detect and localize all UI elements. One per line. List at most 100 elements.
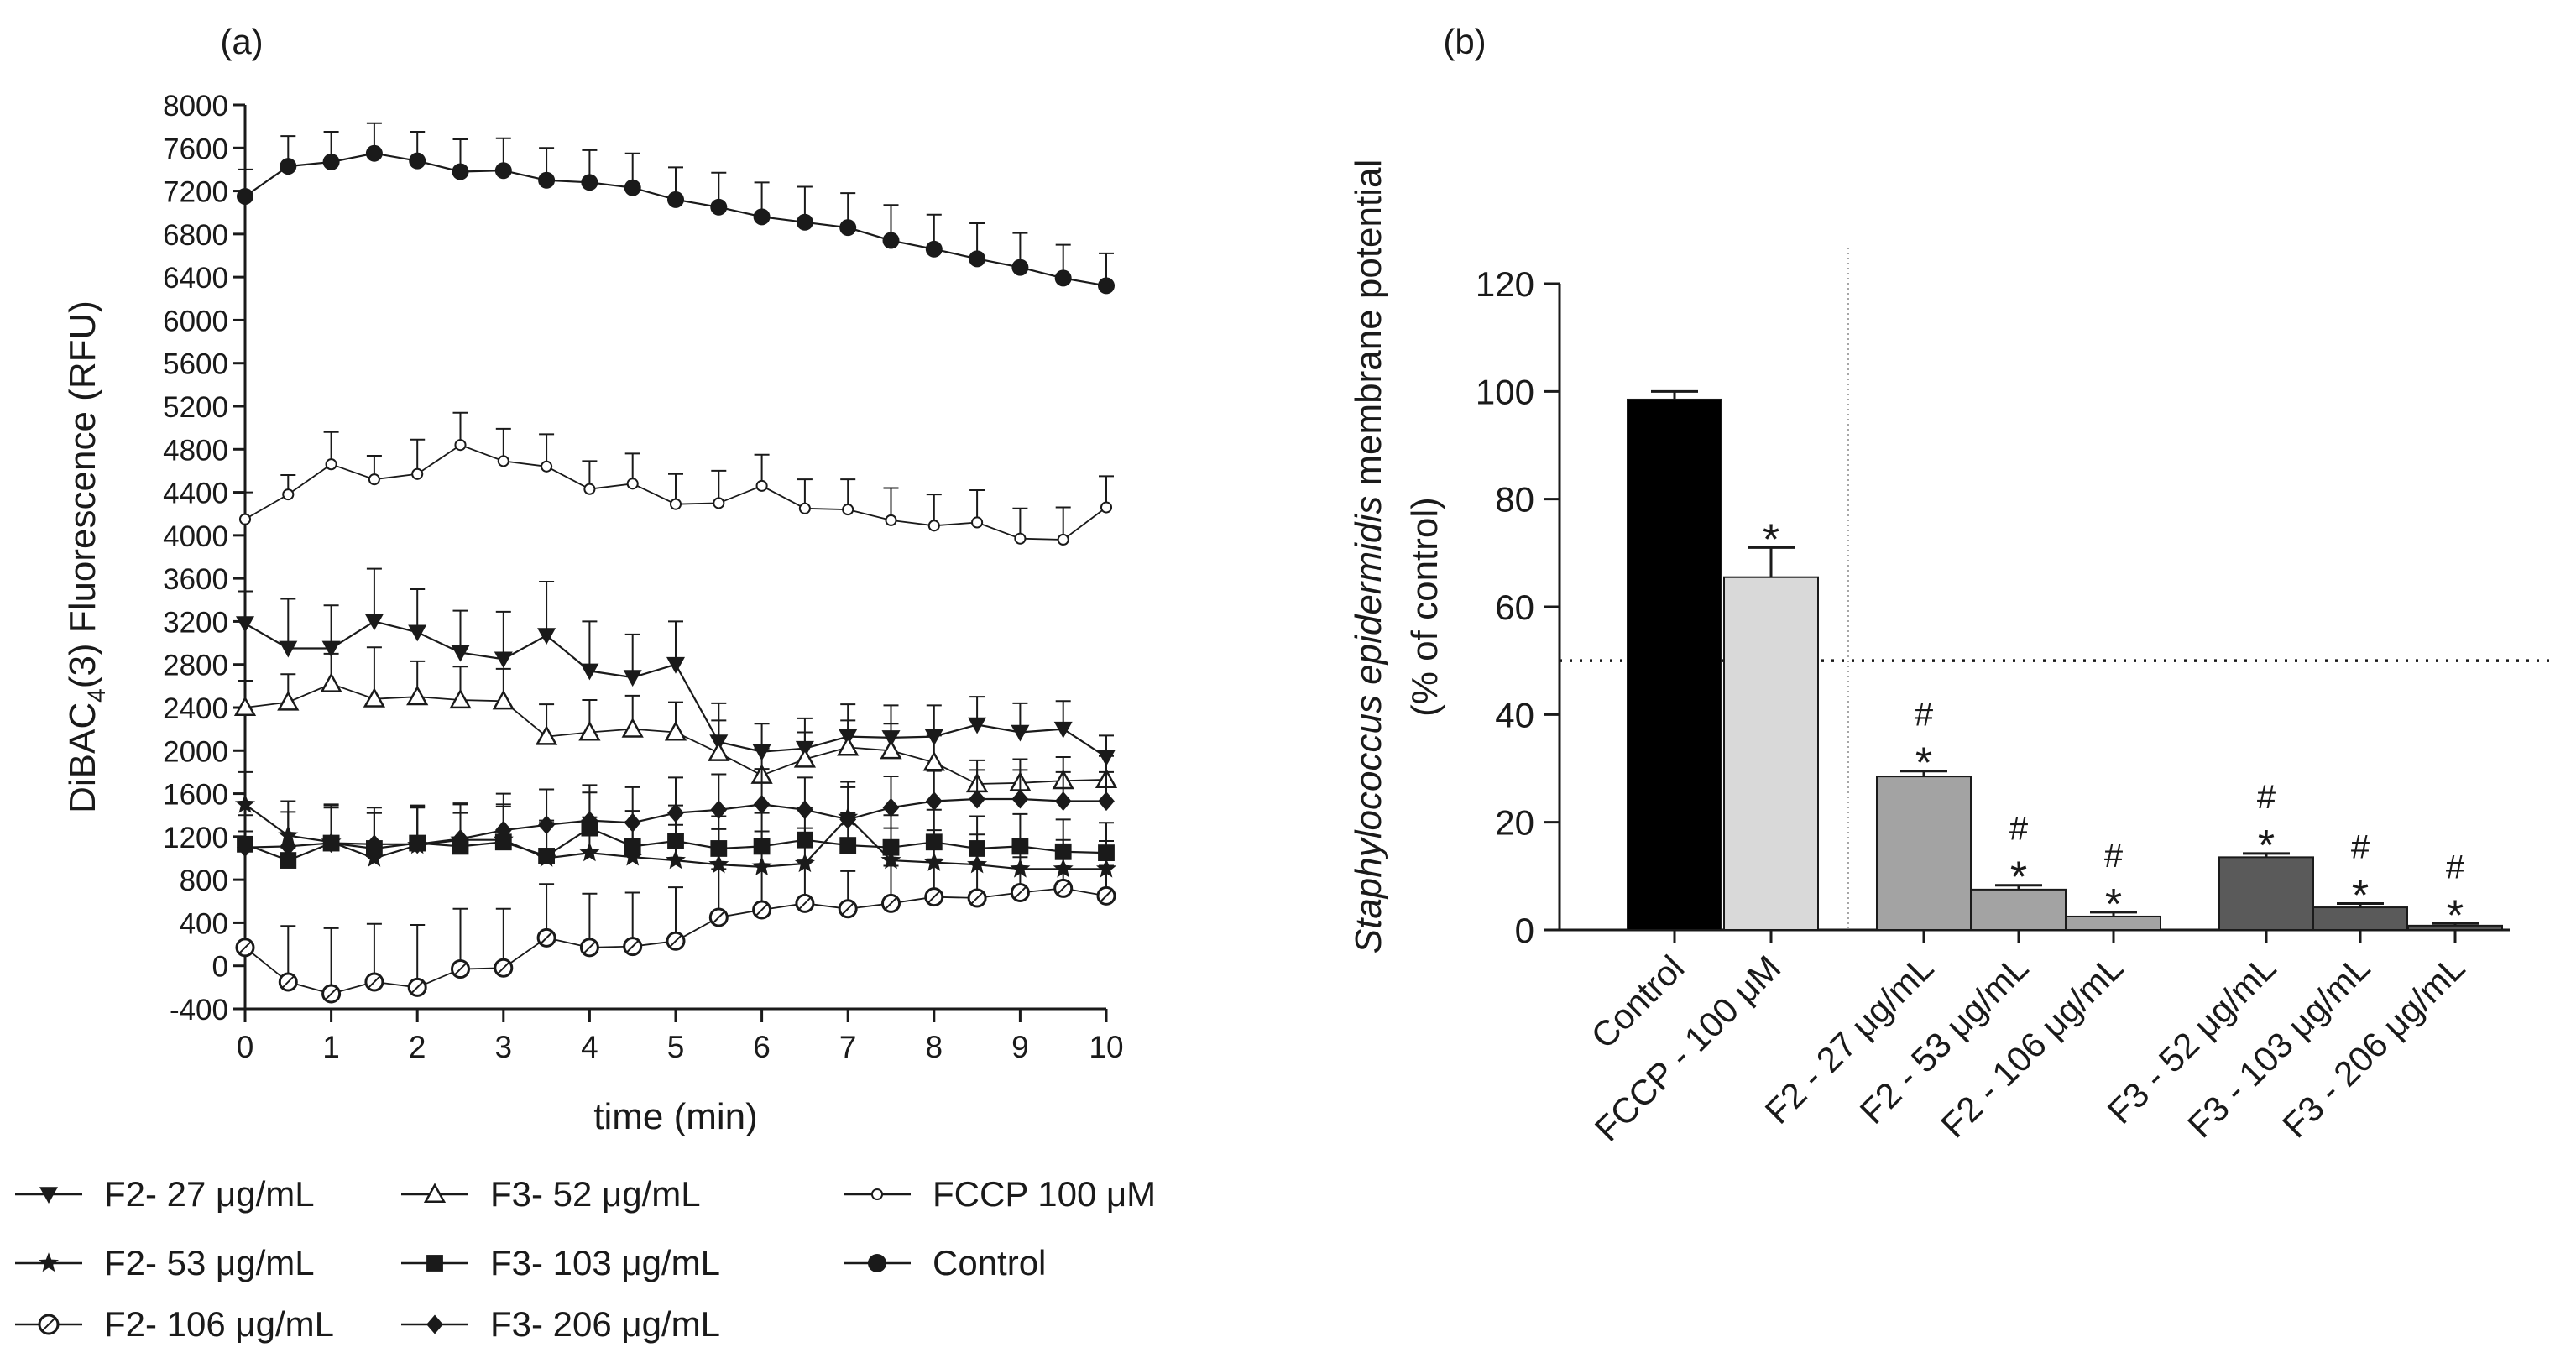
a-point-fccp-100-um <box>971 516 984 529</box>
a-y-tick-label: 800 <box>180 864 228 897</box>
a-point-f2-106-ug-ml <box>967 888 987 908</box>
a-point-control <box>237 187 253 205</box>
a-point-f2-106-ug-ml-slash <box>1014 886 1027 899</box>
a-point-f2-106-ug-ml <box>364 972 384 992</box>
a-x-tick-label: 7 <box>839 1030 857 1064</box>
a-point-fccp-100-um <box>1014 532 1027 545</box>
a-point-fccp-100-um <box>755 479 768 492</box>
a-point-f3-206-ug-ml <box>1011 789 1029 809</box>
a-point-control <box>710 198 728 216</box>
b-significance-star-f3-206-ug-ml: * <box>2447 891 2464 940</box>
a-y-tick-label: 7200 <box>163 176 228 209</box>
b-y-tick-label: 0 <box>1515 911 1534 950</box>
a-point-control <box>753 208 771 226</box>
a-legend-item-f2-106-ug-ml: F2- 106 μg/mL <box>15 1304 334 1344</box>
a-point-f2-27-ug-ml <box>1053 721 1073 739</box>
a-point-fccp-100-um <box>411 467 424 480</box>
a-point-f2-106-ug-ml-slash <box>540 932 553 944</box>
b-significance-hash-f3-52-ug-ml: # <box>2257 779 2276 816</box>
a-point-control <box>882 232 900 249</box>
a-point-f2-106-ug-ml-slash <box>927 891 941 903</box>
a-point-f2-106-ug-ml-slash <box>1100 890 1113 902</box>
a-point-f2-106-ug-ml <box>838 899 858 919</box>
a-legend-marker-f2-27-ug-ml <box>39 1187 58 1204</box>
a-point-f2-106-ug-ml <box>881 893 901 913</box>
b-significance-star-f2-27-ug-ml: * <box>1915 739 1932 788</box>
a-point-fccp-100-um <box>282 488 295 501</box>
a-point-f2-106-ug-ml <box>623 937 643 957</box>
a-legend-label-f2-27-ug-ml: F2- 27 μg/mL <box>104 1174 315 1214</box>
a-y-tick-label: 6000 <box>163 305 228 337</box>
a-point-f3-206-ug-ml <box>753 794 771 814</box>
b-y-tick-label: 120 <box>1476 264 1534 304</box>
panel-a-plot-area: -400 0 400 800 1200 1600 2000 2400 2800 3200 3600 4… <box>62 90 1124 1137</box>
a-point-fccp-100-um <box>1100 501 1113 514</box>
a-point-control <box>839 219 857 237</box>
a-point-f2-106-ug-ml <box>708 907 729 927</box>
a-y-tick-label: 8000 <box>163 90 228 123</box>
a-point-control <box>624 179 641 196</box>
a-y-axis-title-sub: 4 <box>83 688 111 703</box>
a-point-f3-52-ug-ml <box>793 747 817 768</box>
a-legend-item-f3-52-ug-ml: F3- 52 μg/mL <box>401 1174 701 1214</box>
a-point-f2-27-ug-ml <box>494 651 513 669</box>
a-point-f2-27-ug-ml <box>623 670 642 687</box>
a-point-control <box>365 144 383 162</box>
a-point-fccp-100-um <box>798 502 811 514</box>
b-y-axis-title-line2: (% of control) <box>1404 497 1445 717</box>
b-bar-group-f3-52-ug-ml: *#F3 - 52 μg/mL <box>2100 779 2314 1131</box>
a-point-f2-106-ug-ml-slash <box>238 941 252 954</box>
panel-a-legend: F2- 27 μg/mL F3- 52 μg/mL FCCP 100 μM F2- 5… <box>15 1174 1156 1344</box>
a-point-control <box>494 162 512 180</box>
a-point-f3-52-ug-ml <box>233 696 257 717</box>
a-legend-marker-f2-106-ug-ml-slash <box>42 1318 55 1331</box>
a-y-tick-label: 5200 <box>163 391 228 424</box>
a-legend-label-f2-106-ug-ml: F2- 106 μg/mL <box>104 1304 334 1344</box>
a-point-f2-106-ug-ml <box>494 958 514 978</box>
a-point-f2-106-ug-ml-slash <box>970 891 984 905</box>
a-point-f3-103-ug-ml <box>494 833 512 851</box>
panel-b-label: (b) <box>1443 22 1486 61</box>
a-point-f3-206-ug-ml <box>581 811 598 831</box>
a-point-f2-106-ug-ml <box>579 938 599 958</box>
a-point-f2-27-ug-ml <box>968 717 987 734</box>
a-point-f2-106-ug-ml <box>1096 885 1116 906</box>
a-y-tick-label: 2000 <box>163 735 228 768</box>
a-point-f3-206-ug-ml <box>882 797 900 817</box>
a-point-f3-103-ug-ml <box>710 840 728 857</box>
a-point-control <box>538 171 556 189</box>
a-point-f3-206-ug-ml <box>925 791 943 812</box>
a-point-fccp-100-um <box>713 497 725 509</box>
a-point-f3-103-ug-ml <box>969 840 985 857</box>
b-y-axis-title-line1: Staphylococcus epidermidis membrane pote… <box>1348 159 1389 954</box>
a-point-f2-106-ug-ml-slash <box>798 897 812 910</box>
b-significance-hash-f2-106-ug-ml: # <box>2104 838 2124 875</box>
a-y-tick-label: 0 <box>212 951 228 984</box>
a-point-f3-103-ug-ml <box>624 838 641 855</box>
a-point-fccp-100-um <box>626 478 639 490</box>
a-point-control <box>322 153 340 170</box>
a-x-tick-label: 5 <box>667 1030 685 1064</box>
a-point-f2-27-ug-ml <box>451 645 470 662</box>
a-point-f3-52-ug-ml <box>449 688 472 709</box>
a-point-f2-27-ug-ml <box>1011 724 1030 742</box>
a-point-f2-106-ug-ml-slash <box>497 962 510 974</box>
a-point-f3-206-ug-ml <box>366 834 383 854</box>
a-point-f2-106-ug-ml <box>795 893 815 913</box>
a-point-f2-106-ug-ml-slash <box>626 940 639 953</box>
a-x-tick-label: 10 <box>1089 1030 1123 1064</box>
a-point-f2-27-ug-ml <box>279 640 298 658</box>
a-point-fccp-100-um <box>583 483 596 495</box>
b-bar-fccp-100-um <box>1723 576 1819 931</box>
a-point-f2-27-ug-ml <box>580 663 599 681</box>
a-point-fccp-100-um <box>1057 533 1069 546</box>
a-point-f2-106-ug-ml <box>752 900 772 920</box>
a-point-control <box>409 152 426 170</box>
b-bar-f2-27-ug-ml <box>1876 776 1972 931</box>
a-point-f3-206-ug-ml <box>1098 791 1115 812</box>
a-point-f3-52-ug-ml <box>406 685 429 706</box>
a-y-tick-label: 6800 <box>163 219 228 252</box>
a-legend-item-f3-206-ug-ml: F3- 206 μg/mL <box>401 1304 720 1344</box>
a-point-f2-106-ug-ml-slash <box>282 975 295 989</box>
